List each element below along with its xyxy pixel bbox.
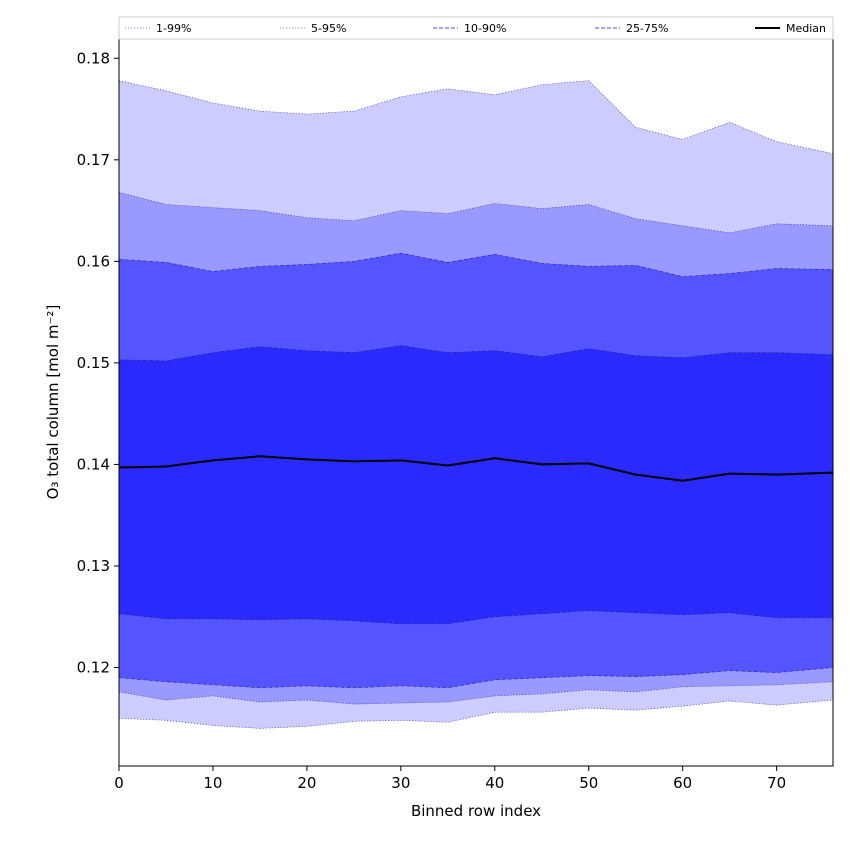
band-1-99-lower-edge: [118, 699, 834, 729]
x-tick-label: 70: [767, 774, 786, 792]
legend: 1-99% 5-95% 10-90% 25-75% Median: [118, 16, 834, 40]
band-1-99-upper-edge: [118, 80, 834, 155]
x-tick-label: 50: [579, 774, 598, 792]
band-5-95-lower-edge: [118, 681, 834, 705]
legend-label-25-75: 25-75%: [626, 22, 668, 35]
y-tick-label: 0.17: [77, 151, 110, 169]
band-25-75: [119, 345, 833, 624]
y-axis-title: O₃ total column [mol m⁻²]: [44, 305, 62, 500]
band-10-90-lower-edge: [118, 667, 834, 689]
band-25-75-lower-edge: [118, 610, 833, 625]
x-tick-label: 20: [297, 774, 316, 792]
band-25-75-upper-edge: [118, 345, 834, 362]
band-10-90-upper-edge: [118, 252, 834, 277]
x-axis-ticks: 0 10 20 30 40 50 60 70: [114, 766, 786, 792]
y-tick-label: 0.18: [77, 49, 110, 67]
x-tick-label: 0: [114, 774, 124, 792]
x-axis-title: Binned row index: [411, 802, 541, 820]
y-tick-label: 0.15: [77, 354, 110, 372]
y-axis-ticks: 0.12 0.13 0.14 0.15 0.16 0.17 0.18: [77, 49, 119, 677]
x-tick-label: 60: [673, 774, 692, 792]
x-tick-label: 10: [203, 774, 222, 792]
legend-label-10-90: 10-90%: [464, 22, 506, 35]
y-tick-label: 0.16: [77, 252, 110, 270]
x-tick-label: 40: [485, 774, 504, 792]
y-tick-label: 0.14: [77, 455, 110, 473]
legend-box: [118, 16, 834, 40]
legend-label-5-95: 5-95%: [311, 22, 346, 35]
x-tick-label: 30: [391, 774, 410, 792]
y-tick-label: 0.13: [77, 557, 110, 575]
y-tick-label: 0.12: [77, 659, 110, 677]
legend-label-median: Median: [786, 22, 826, 35]
median-line: [118, 455, 834, 482]
percentile-bands: [118, 80, 834, 729]
legend-label-1-99: 1-99%: [156, 22, 191, 35]
median-line-group: [118, 455, 834, 482]
